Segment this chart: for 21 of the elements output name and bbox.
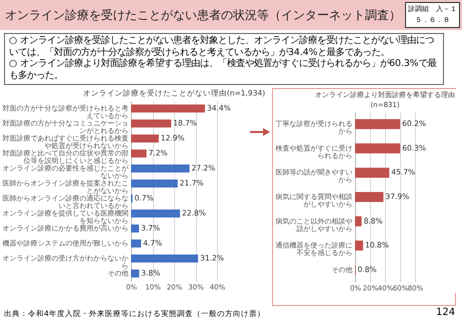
- bar: [131, 104, 205, 112]
- bar: [131, 180, 178, 188]
- bar: [355, 192, 384, 202]
- bar: [131, 254, 198, 262]
- bar: [131, 270, 140, 278]
- text: ○ オンライン診療を受診したことがない患者を対象とした、オンライン診療を受けたことがない理由については、「対面の方が十分な診察が受けられると考えているから」が34.4%と最多であった。: [9, 35, 436, 58]
- text: ○ オンライン診療より対面診療を希望する理由は、「検査や処置がすぐに受けられるから」が60.3%で最も多かった。: [9, 58, 438, 81]
- text: オンライン診療を受けたことがない患者の状況等（インターネット調査）: [5, 7, 401, 24]
- text: 124: [436, 307, 456, 318]
- bar: [131, 240, 142, 248]
- bar: [131, 134, 159, 142]
- bar: [355, 143, 400, 154]
- bar: [131, 210, 180, 218]
- bar: [131, 164, 190, 172]
- bar: [131, 150, 146, 158]
- bar: [131, 120, 172, 128]
- bar: [355, 216, 362, 226]
- bar: [131, 224, 139, 232]
- bar: [355, 240, 364, 251]
- bar: [355, 168, 390, 178]
- bar: [355, 119, 400, 130]
